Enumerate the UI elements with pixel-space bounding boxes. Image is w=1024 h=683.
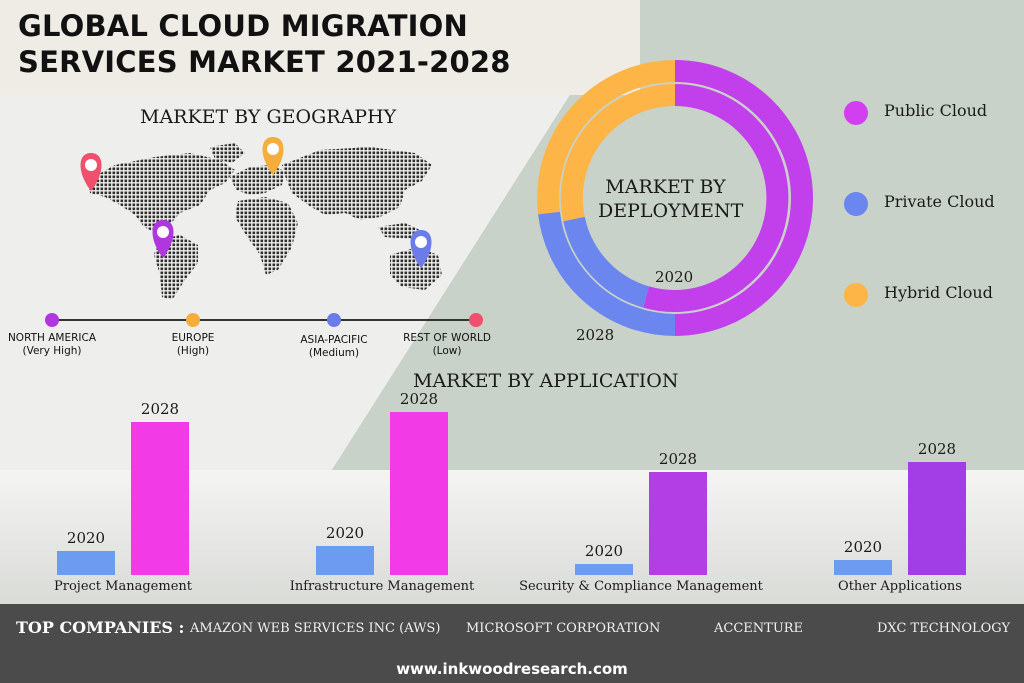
map-pin-red [80, 153, 102, 191]
ring-label-2020: 2020 [655, 268, 694, 286]
world-map [80, 137, 442, 300]
inner-ring-public [642, 84, 789, 312]
asia-shape [282, 147, 432, 220]
legend-label-hybrid-cloud: Hybrid Cloud [884, 283, 993, 302]
greenland-shape [210, 143, 245, 163]
scale-dot-rest-of-world [469, 313, 483, 327]
category-label-2: Security & Compliance Management [519, 579, 763, 594]
top-companies-label: TOP COMPANIES : [16, 618, 185, 637]
website-link[interactable]: www.inkwoodresearch.com [396, 660, 628, 678]
bar-label-2020-2: 2020 [584, 542, 624, 560]
geo-label-asia-pacific: ASIA-PACIFIC (Medium) [300, 334, 368, 359]
bar-label-2020-3: 2020 [843, 538, 883, 556]
legend-label-private-cloud: Private Cloud [884, 192, 995, 211]
bar-label-2020-1: 2020 [325, 524, 365, 542]
outer-ring-public [674, 60, 813, 336]
africa-shape [235, 197, 298, 275]
legend-dot-hybrid-cloud [844, 283, 868, 307]
legend-dot-private-cloud [844, 192, 868, 216]
scale-dot-europe [186, 313, 200, 327]
bar-label-2020-0: 2020 [66, 529, 106, 547]
australia-shape [390, 247, 442, 290]
scale-dot-asia-pacific [327, 313, 341, 327]
ring-label-2028: 2028 [576, 326, 615, 344]
geography-scale [45, 313, 483, 327]
bar-label-2028-3: 2028 [917, 440, 957, 458]
north-america-shape [88, 153, 235, 233]
map-pin-orange [262, 137, 284, 175]
bar-label-2028-2: 2028 [658, 450, 698, 468]
legend-dot-public-cloud [844, 101, 868, 125]
deployment-title: MARKET BY DEPLOYMENT [598, 176, 744, 222]
bar-2028-3 [908, 462, 966, 575]
bar-2028-0 [131, 422, 189, 575]
scale-dot-north-america [45, 313, 59, 327]
company-accenture: ACCENTURE [714, 621, 804, 636]
map-pin-blue [410, 230, 432, 268]
legend-label-public-cloud: Public Cloud [884, 101, 988, 120]
geo-label-europe: EUROPE (High) [171, 332, 215, 357]
indonesia-shape [378, 223, 422, 239]
company-microsoft: MICROSOFT CORPORATION [466, 621, 661, 636]
footer-band [0, 604, 1024, 683]
page-title: GLOBAL CLOUD MIGRATION SERVICES MARKET 2… [18, 9, 511, 79]
bar-label-2028-0: 2028 [140, 400, 180, 418]
company-dxc: DXC TECHNOLOGY [877, 621, 1011, 636]
geo-label-north-america: NORTH AMERICA (Very High) [7, 332, 97, 357]
bar-2028-1 [390, 412, 448, 575]
category-label-3: Other Applications [838, 579, 962, 594]
bar-2020-3 [834, 560, 892, 575]
geography-title: MARKET BY GEOGRAPHY [140, 106, 397, 128]
category-label-0: Project Management [54, 579, 192, 594]
bar-2020-0 [57, 551, 115, 575]
company-aws: AMAZON WEB SERVICES INC (AWS) [190, 621, 441, 636]
bar-2020-1 [316, 546, 374, 575]
inner-ring-hybrid [560, 83, 676, 222]
bar-label-2028-1: 2028 [399, 390, 439, 408]
application-chart-title: MARKET BY APPLICATION [413, 370, 679, 392]
bar-2020-2 [575, 564, 633, 575]
map-pin-purple [152, 220, 174, 258]
bar-2028-2 [649, 472, 707, 575]
deployment-donut [537, 60, 813, 336]
inner-ring-private [563, 216, 650, 308]
outer-ring-hybrid [537, 60, 676, 215]
geo-label-rest-of-world: REST OF WORLD (Low) [403, 332, 491, 357]
category-label-1: Infrastructure Management [289, 579, 475, 594]
outer-ring-private [538, 211, 676, 336]
